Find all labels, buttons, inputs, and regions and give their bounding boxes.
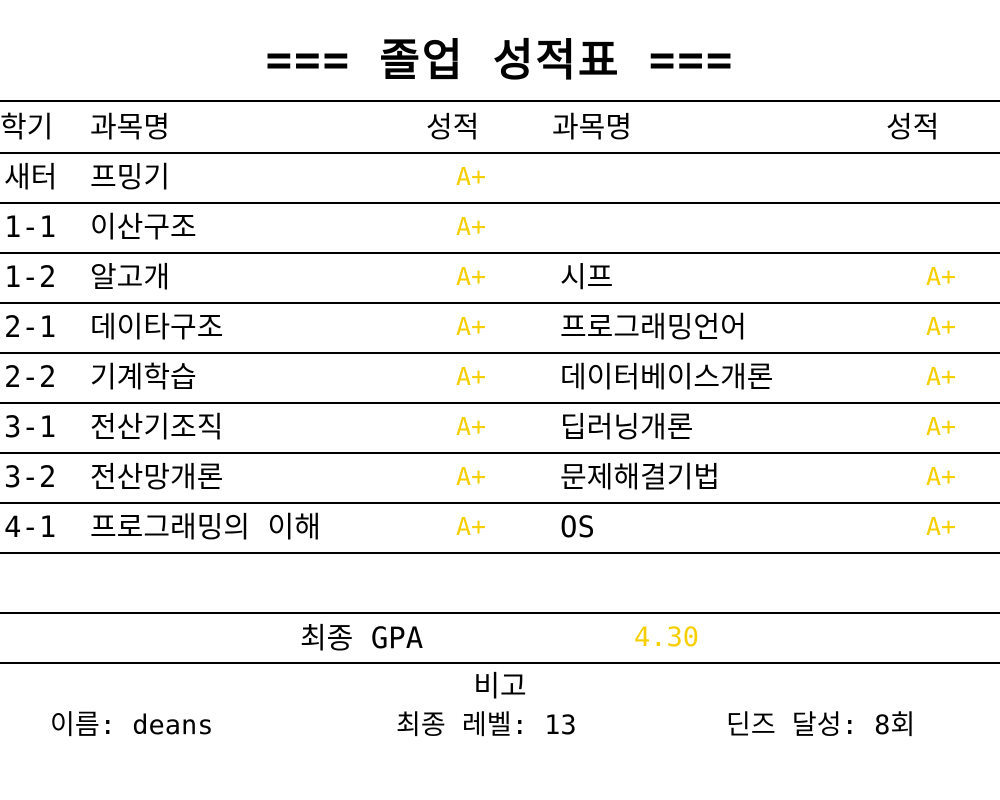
gpa-value: 4.30 [634,622,700,653]
remark-name: 이름: deans [50,710,214,741]
row-semester: 3-2 [4,460,57,494]
row-subject-2: 데이터베이스개론 [560,360,774,394]
row-grade-1: A+ [456,212,487,241]
table-row: 2-1 데이타구조 A+ 프로그래밍언어 A+ [0,302,1000,352]
table-rule [0,402,1000,404]
table-row: 3-2 전산망개론 A+ 문제해결기법 A+ [0,452,1000,502]
table-row: 4-1 프로그래밍의 이해 A+ OS A+ [0,502,1000,552]
table-row: 1-2 알고개 A+ 시프 A+ [0,252,1000,302]
page-title: === 졸업 성적표 === [265,35,735,86]
row-grade-1: A+ [456,462,487,491]
header-subject-2: 과목명 [552,110,633,144]
row-semester: 3-1 [4,410,57,444]
row-semester: 2-2 [4,360,57,394]
table-top-rule [0,100,1000,102]
table-row: 1-1 이산구조 A+ [0,202,1000,252]
row-grade-2: A+ [926,512,957,541]
row-grade-1: A+ [456,362,487,391]
table-rule [0,252,1000,254]
row-subject-2: 프로그래밍언어 [560,310,747,344]
row-grade-2: A+ [926,462,957,491]
table-rule [0,352,1000,354]
header-subject-1: 과목명 [90,110,171,144]
row-subject-1: 데이타구조 [90,310,224,344]
header-grade-2: 성적 [886,110,940,144]
row-subject-1: 이산구조 [90,210,197,244]
table-header-row: 학기 과목명 성적 과목명 성적 [0,102,1000,152]
gpa-label: 최종 GPA [300,621,424,655]
table-row: 새터 프밍기 A+ [0,152,1000,202]
row-semester: 1-2 [4,260,57,294]
header-semester: 학기 [0,110,54,144]
row-subject-2: 시프 [560,260,614,294]
row-subject-2: 문제해결기법 [560,460,721,494]
row-subject-2: 딥러닝개론 [560,410,694,444]
table-rule [0,452,1000,454]
remark-deans-count: 딘즈 달성: 8회 [726,710,916,741]
remarks-title: 비고 [473,669,527,703]
row-grade-1: A+ [456,512,487,541]
row-semester: 1-1 [4,210,57,244]
remark-final-level: 최종 레벨: 13 [396,710,577,741]
gpa-bottom-rule [0,662,1000,664]
row-grade-2: A+ [926,262,957,291]
table-rule [0,152,1000,154]
row-grade-2: A+ [926,362,957,391]
row-grade-2: A+ [926,312,957,341]
row-semester: 2-1 [4,310,57,344]
table-rule [0,502,1000,504]
row-subject-1: 프밍기 [90,160,171,194]
row-semester: 새터 [4,160,58,194]
row-grade-1: A+ [456,312,487,341]
row-subject-1: 기계학습 [90,360,197,394]
row-subject-1: 전산망개론 [90,460,224,494]
row-semester: 4-1 [4,510,57,544]
row-subject-1: 프로그래밍의 이해 [90,510,321,544]
row-subject-1: 알고개 [90,260,171,294]
table-rule [0,202,1000,204]
row-subject-1: 전산기조직 [90,410,224,444]
table-rule [0,302,1000,304]
row-grade-2: A+ [926,412,957,441]
header-grade-1: 성적 [426,110,480,144]
row-grade-1: A+ [456,412,487,441]
row-grade-1: A+ [456,162,487,191]
table-row: 3-1 전산기조직 A+ 딥러닝개론 A+ [0,402,1000,452]
row-grade-1: A+ [456,262,487,291]
table-row: 2-2 기계학습 A+ 데이터베이스개론 A+ [0,352,1000,402]
gpa-top-rule [0,612,1000,614]
table-bottom-rule [0,552,1000,554]
row-subject-2: OS [560,510,595,544]
